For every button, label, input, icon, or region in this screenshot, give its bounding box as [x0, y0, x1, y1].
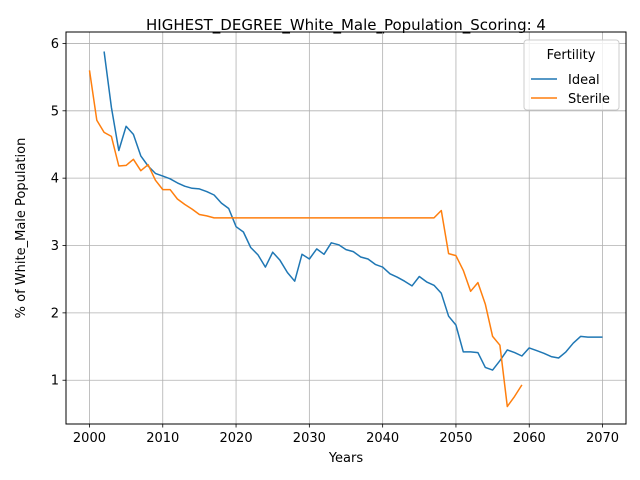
- y-tick-label: 1: [51, 374, 59, 389]
- chart-title: HIGHEST_DEGREE_White_Male_Population_Sco…: [146, 16, 546, 35]
- y-tick-label: 4: [51, 172, 59, 187]
- x-tick-label: 2050: [439, 431, 472, 446]
- x-tick-label: 2040: [366, 431, 399, 446]
- grid: [66, 32, 626, 424]
- x-tick-label: 2020: [220, 431, 253, 446]
- x-tick-label: 2070: [586, 431, 619, 446]
- x-tick-label: 2010: [146, 431, 179, 446]
- y-tick-label: 2: [51, 306, 59, 321]
- series-line-ideal: [103, 51, 603, 371]
- series-lines: [88, 51, 603, 408]
- series-line-sterile: [88, 70, 523, 408]
- x-tick-label: 2030: [293, 431, 326, 446]
- legend-box: [523, 39, 620, 111]
- axis-ticks: 2000 2010 2020 2030 2040 2050 2060 2070 1 2 3 4 5 6: [51, 37, 619, 446]
- y-tick-label: 3: [51, 239, 59, 254]
- legend-title: Fertility: [547, 48, 596, 63]
- plot-frame: [65, 31, 627, 425]
- x-tick-label: 2000: [73, 431, 106, 446]
- y-tick-label: 6: [51, 37, 59, 52]
- x-axis-label: Years: [328, 451, 364, 466]
- y-axis-label: % of White_Male Population: [14, 138, 29, 319]
- legend: Fertility Ideal Sterile: [523, 39, 620, 111]
- legend-label-ideal: Ideal: [568, 73, 600, 88]
- legend-label-sterile: Sterile: [568, 92, 610, 107]
- x-tick-label: 2060: [513, 431, 546, 446]
- y-tick-label: 5: [51, 104, 59, 119]
